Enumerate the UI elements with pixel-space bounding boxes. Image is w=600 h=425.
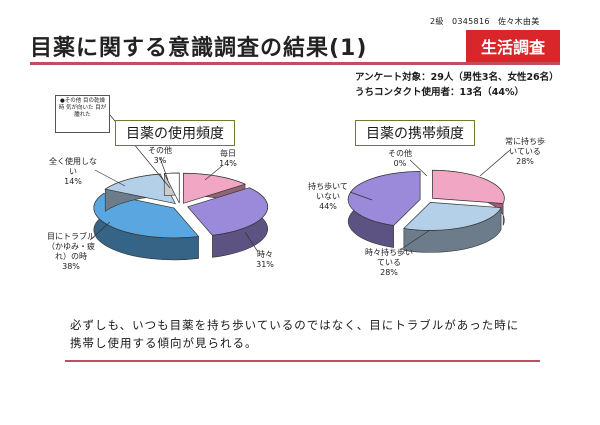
slice-label: 時々 31%: [256, 250, 274, 269]
pie-slice: [104, 173, 176, 205]
slice-label: その他 0%: [388, 149, 412, 168]
survey-contact-users: うちコンタクト使用者：13名（44%）: [355, 87, 524, 98]
pie-slice: [347, 171, 421, 226]
slice-label: 持ち歩いていない 44%: [308, 182, 348, 211]
leader-line: [479, 149, 511, 177]
survey-respondents: アンケート対象：29人（男性3名、女性26名）: [355, 72, 559, 83]
chart-title-carry: 目薬の携帯頻度: [355, 120, 475, 146]
leader-line: [204, 165, 223, 181]
pie-slice: [93, 193, 200, 239]
slice-label: 毎日 14%: [219, 149, 237, 168]
leader-line: [159, 157, 169, 181]
other-callout: ●その他 目の乾燥時 気が向いた 目が腫れた: [55, 95, 110, 133]
pie-carry-frequency: [347, 169, 505, 253]
pie-slice: [403, 202, 502, 231]
leader-line: [94, 169, 126, 187]
category-tag: 生活調査: [466, 30, 560, 62]
leader-line: [244, 231, 259, 253]
pie-slice: [432, 169, 505, 204]
bottom-divider: [65, 360, 540, 362]
pie-slice: [187, 187, 268, 236]
author-id: 2級 0345816 佐々木由美: [430, 17, 540, 26]
pie-slice: [183, 172, 247, 204]
chart-title-usage: 目薬の使用頻度: [115, 120, 235, 146]
slice-label: 全く使用しない 14%: [49, 157, 97, 186]
leader-line: [89, 221, 111, 241]
slice-label: 目にトラブル（かゆみ・疲れ）の時 38%: [47, 232, 95, 271]
slice-label: 常に持ち歩いている 28%: [505, 137, 545, 166]
pie-usage-frequency: [93, 172, 268, 261]
slice-label: 時々持ち歩いている 28%: [365, 248, 413, 277]
pie-slice: [163, 172, 180, 204]
leader-line: [399, 229, 431, 251]
leader-line: [409, 159, 428, 177]
survey-info: アンケート対象：29人（男性3名、女性26名） うちコンタクト使用者：13名（4…: [355, 70, 559, 100]
leader-line: [349, 191, 373, 201]
title-divider: [30, 62, 560, 65]
page-title: 目薬に関する意識調査の結果(1): [30, 36, 368, 61]
conclusion-note: 必ずしも、いつも目薬を持ち歩いているのではなく、目にトラブルがあった時に携帯し使…: [70, 318, 520, 350]
slice-label: その他 3%: [148, 146, 172, 165]
